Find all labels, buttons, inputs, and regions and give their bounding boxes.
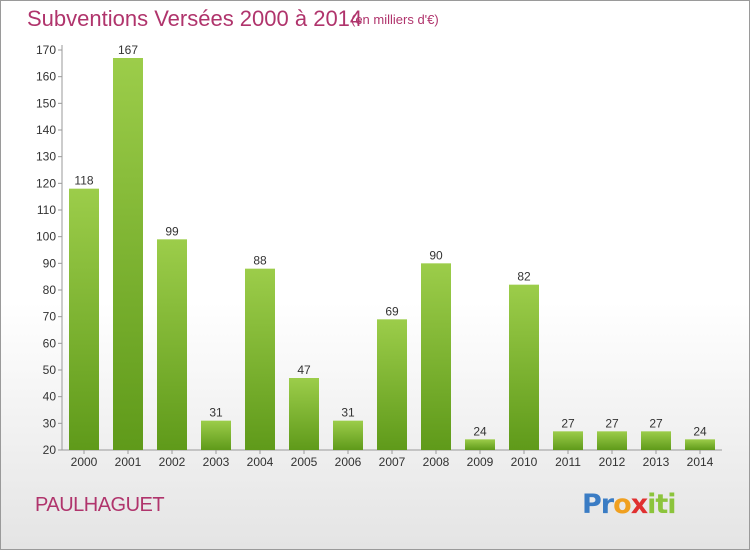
x-tick-label: 2007 xyxy=(379,455,406,469)
logo-letter: i xyxy=(667,489,676,520)
x-tick-label: 2000 xyxy=(71,455,98,469)
x-tick-label: 2001 xyxy=(115,455,142,469)
x-tick-label: 2012 xyxy=(599,455,626,469)
x-tick-label: 2011 xyxy=(555,455,581,469)
value-label-2000: 118 xyxy=(74,174,93,188)
bar-2000 xyxy=(69,188,99,450)
x-tick-label: 2014 xyxy=(687,455,714,469)
bar-2011 xyxy=(553,431,583,450)
x-tick-label: 2004 xyxy=(247,455,274,469)
y-tick-label: 120 xyxy=(36,176,56,190)
y-tick-label: 90 xyxy=(43,256,57,270)
y-tick-label: 100 xyxy=(36,230,56,244)
bar-2008 xyxy=(421,263,451,450)
y-tick-label: 70 xyxy=(43,310,57,324)
logo-letter: i xyxy=(647,489,656,520)
bar-2005 xyxy=(289,378,319,450)
y-tick-label: 160 xyxy=(36,70,56,84)
y-tick-label: 110 xyxy=(37,203,56,217)
x-tick-label: 2013 xyxy=(643,455,670,469)
y-tick-label: 60 xyxy=(43,336,57,350)
logo-letter: r xyxy=(600,489,614,520)
x-tick-label: 2010 xyxy=(511,455,538,469)
x-tick-label: 2008 xyxy=(423,455,450,469)
logo-letter: P xyxy=(582,489,602,520)
value-label-2003: 31 xyxy=(209,406,223,420)
y-tick-label: 150 xyxy=(36,96,56,110)
bar-2012 xyxy=(597,431,627,450)
value-label-2009: 24 xyxy=(473,424,487,438)
value-label-2012: 27 xyxy=(605,416,619,430)
y-tick-label: 80 xyxy=(43,283,57,297)
logo-letter: x xyxy=(630,489,648,520)
y-tick-label: 130 xyxy=(36,150,56,164)
bar-2003 xyxy=(201,420,231,450)
commune-name: PAULHAGUET xyxy=(35,494,165,516)
x-tick-label: 2009 xyxy=(467,455,494,469)
proxiti-logo: Proxiti xyxy=(582,489,677,520)
value-label-2002: 99 xyxy=(165,224,179,238)
value-label-2004: 88 xyxy=(253,254,267,268)
value-label-2001: 167 xyxy=(118,43,138,57)
value-label-2014: 24 xyxy=(693,424,707,438)
bar-2010 xyxy=(509,284,539,450)
value-label-2011: 27 xyxy=(561,416,575,430)
y-tick-label: 20 xyxy=(43,443,57,457)
value-label-2006: 31 xyxy=(341,406,355,420)
bar-2006 xyxy=(333,420,363,450)
x-tick-label: 2006 xyxy=(335,455,362,469)
bar-2001 xyxy=(113,58,143,450)
value-label-2008: 90 xyxy=(429,248,443,262)
x-tick-label: 2003 xyxy=(203,455,230,469)
value-label-2005: 47 xyxy=(297,363,311,377)
value-label-2010: 82 xyxy=(517,270,531,284)
y-tick-label: 50 xyxy=(43,363,57,377)
bar-2009 xyxy=(465,439,495,450)
bar-2004 xyxy=(245,268,275,450)
value-label-2013: 27 xyxy=(649,416,663,430)
x-tick-label: 2005 xyxy=(291,455,318,469)
y-tick-label: 170 xyxy=(36,43,56,57)
y-tick-label: 40 xyxy=(43,390,57,404)
bar-2007 xyxy=(377,319,407,450)
x-tick-label: 2002 xyxy=(159,455,186,469)
value-label-2007: 69 xyxy=(385,304,399,318)
bar-2014 xyxy=(685,439,715,450)
bar-2002 xyxy=(157,239,187,450)
y-tick-label: 30 xyxy=(43,416,57,430)
chart-title: Subventions Versées 2000 à 2014 xyxy=(27,6,363,31)
y-tick-label: 140 xyxy=(36,123,56,137)
logo-letter: t xyxy=(655,489,668,520)
logo-letter: o xyxy=(613,489,632,520)
chart-unit: (en milliers d'€) xyxy=(351,12,439,27)
bar-2013 xyxy=(641,431,671,450)
